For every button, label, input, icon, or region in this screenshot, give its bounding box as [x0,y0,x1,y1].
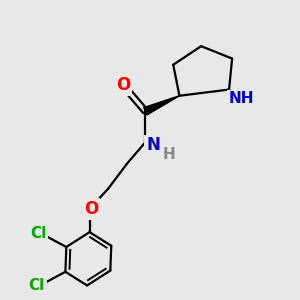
Text: H: H [162,147,175,162]
Text: Cl: Cl [30,226,46,241]
Text: O: O [84,200,98,218]
Text: N: N [146,136,160,154]
Polygon shape [144,96,179,115]
Text: Cl: Cl [29,278,45,293]
Text: O: O [116,76,130,94]
Text: NH: NH [229,92,254,106]
